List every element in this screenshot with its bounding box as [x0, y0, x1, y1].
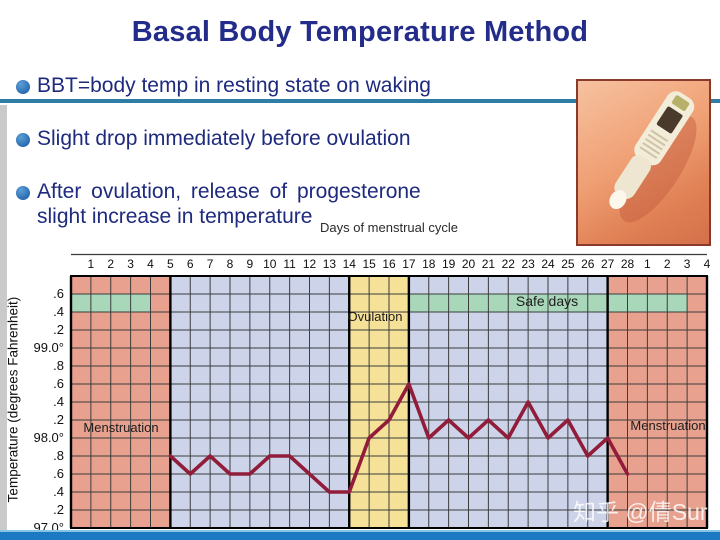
- bullet-2-text: Slight drop immediately before ovulation: [37, 127, 411, 150]
- bullet-3-line2: slight increase in temperature: [37, 205, 313, 228]
- day-label: 2: [107, 257, 115, 271]
- menstruation-label-left: Menstruation: [83, 420, 159, 435]
- y-tick-label: .2: [53, 322, 64, 337]
- day-label: 11: [283, 257, 296, 271]
- day-label: 26: [581, 257, 595, 271]
- y-tick-label: 99.0°: [33, 340, 64, 355]
- bottom-accent-bar: [0, 530, 720, 540]
- bullet-dot: [16, 80, 30, 94]
- day-label: 20: [461, 257, 476, 271]
- day-label: 4: [703, 257, 711, 271]
- divider-line: [0, 99, 720, 103]
- ovulation-label: Ovulation: [347, 309, 403, 324]
- day-label: 9: [246, 257, 254, 271]
- day-label: 8: [226, 257, 234, 271]
- day-label: 10: [263, 257, 277, 271]
- page-title: Basal Body Temperature Method: [131, 16, 589, 48]
- bullet-dot: [16, 133, 30, 147]
- day-label: 19: [441, 257, 456, 271]
- day-label: 22: [501, 257, 515, 271]
- day-label: 27: [600, 257, 615, 271]
- day-label: 2: [663, 257, 671, 271]
- chart-caption-days: Days of menstrual cycle: [320, 220, 458, 235]
- bullet-1-text: BBT=body temp in resting state on waking: [37, 74, 431, 97]
- day-label: 12: [302, 257, 317, 271]
- y-tick-label: .8: [53, 448, 64, 463]
- bbt-curve: [168, 382, 630, 494]
- day-label: 5: [167, 257, 174, 271]
- day-label: 4: [147, 257, 154, 271]
- y-tick-label: .2: [53, 412, 64, 427]
- region-menstruation: [71, 276, 171, 528]
- day-label: 7: [206, 257, 214, 271]
- menstruation-label-right: Menstruation: [630, 418, 706, 433]
- bullet-dot: [16, 186, 30, 200]
- region-pre-ovulation: [170, 276, 350, 528]
- day-label: 23: [521, 257, 535, 271]
- day-label: 3: [683, 257, 691, 271]
- day-label: 14: [342, 257, 356, 271]
- day-label: 21: [481, 257, 496, 271]
- day-label: 25: [561, 257, 575, 271]
- region-post-ovulation: [408, 276, 608, 528]
- y-tick-label: .4: [53, 304, 64, 319]
- day-label: 16: [382, 257, 396, 271]
- y-tick-label: .8: [53, 358, 64, 373]
- thermometer-photo: [576, 79, 711, 246]
- day-label: 6: [186, 257, 194, 271]
- y-tick-label: .4: [53, 394, 64, 409]
- y-tick-label: .4: [53, 484, 64, 499]
- y-tick-label: .6: [53, 466, 64, 481]
- left-edge-strip: [0, 105, 7, 532]
- y-tick-label: .2: [53, 502, 64, 517]
- day-label: 13: [322, 257, 337, 271]
- day-label: 17: [402, 257, 416, 271]
- safe-days-band-0: [71, 294, 151, 312]
- watermark: 知乎 @倩Sur: [573, 499, 708, 525]
- day-label: 3: [127, 257, 134, 271]
- bullet-3-line1: After ovulation, release of progesterone: [37, 180, 421, 203]
- day-label: 24: [541, 257, 555, 271]
- region-menstruation-next: [607, 276, 707, 528]
- day-label: 1: [87, 257, 95, 271]
- day-label: 15: [362, 257, 376, 271]
- safe-days-label: Safe days: [515, 293, 579, 309]
- y-tick-label: 98.0°: [33, 430, 64, 445]
- day-label: 1: [644, 257, 651, 271]
- day-label: 18: [422, 257, 436, 271]
- y-tick-label: .6: [53, 376, 64, 391]
- thermometer-illustration: [609, 91, 697, 223]
- day-label: 28: [620, 257, 635, 271]
- y-tick-label: .6: [53, 286, 64, 301]
